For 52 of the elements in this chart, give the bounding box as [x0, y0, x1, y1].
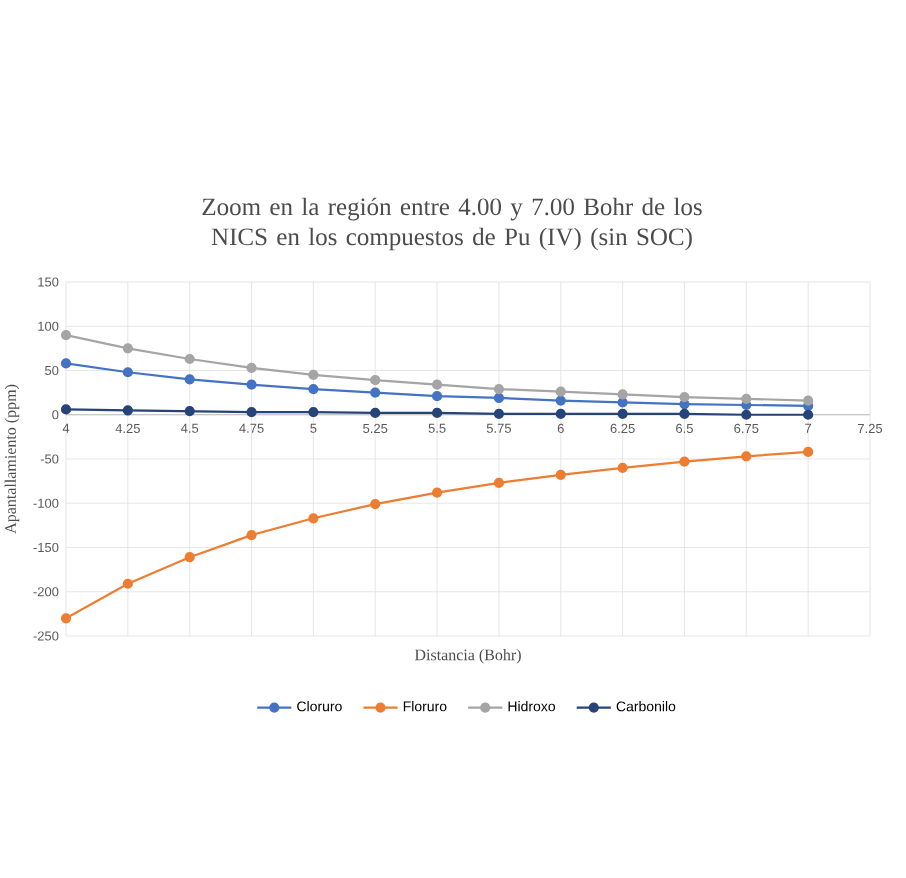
point	[555, 469, 566, 481]
point	[122, 343, 133, 354]
point	[122, 578, 133, 589]
point	[370, 407, 381, 419]
point	[60, 358, 72, 369]
point	[679, 391, 690, 403]
point	[122, 367, 133, 378]
point	[431, 487, 443, 498]
point	[555, 395, 566, 406]
point	[370, 375, 381, 386]
y-axis-title: Apantallamiento (ppm)	[4, 384, 20, 534]
point	[679, 408, 690, 419]
point	[431, 379, 443, 390]
point	[741, 393, 752, 404]
point	[555, 408, 566, 419]
point	[308, 406, 319, 418]
point	[184, 406, 195, 417]
point	[493, 477, 505, 488]
point	[431, 407, 443, 419]
point	[370, 499, 381, 510]
point	[246, 406, 257, 418]
point	[617, 389, 628, 400]
chart-title: Zoom en la región entre 4.00 y 7.00 Bohr de los NICS en los compuestos de Pu (IV) (sin SOC)	[202, 197, 702, 251]
point	[617, 408, 628, 419]
point	[184, 552, 195, 563]
point	[122, 405, 133, 416]
point	[308, 383, 319, 395]
point	[679, 456, 690, 467]
point	[493, 408, 505, 419]
point	[184, 353, 195, 365]
point	[555, 386, 566, 397]
point	[803, 409, 814, 420]
point	[493, 392, 505, 404]
point	[308, 369, 319, 381]
point	[60, 329, 72, 341]
point	[803, 446, 814, 458]
point	[741, 451, 752, 462]
point	[617, 397, 628, 408]
point	[246, 529, 257, 541]
point	[60, 404, 72, 415]
point	[60, 613, 72, 624]
point	[308, 513, 319, 524]
point	[370, 387, 381, 398]
point	[431, 391, 443, 402]
point	[246, 379, 257, 390]
point	[617, 462, 628, 473]
point	[803, 395, 814, 406]
x-axis-title: Distancia (Bohr)	[414, 649, 521, 664]
point	[741, 409, 752, 420]
point	[184, 374, 195, 385]
point	[493, 383, 505, 395]
point	[246, 362, 257, 373]
